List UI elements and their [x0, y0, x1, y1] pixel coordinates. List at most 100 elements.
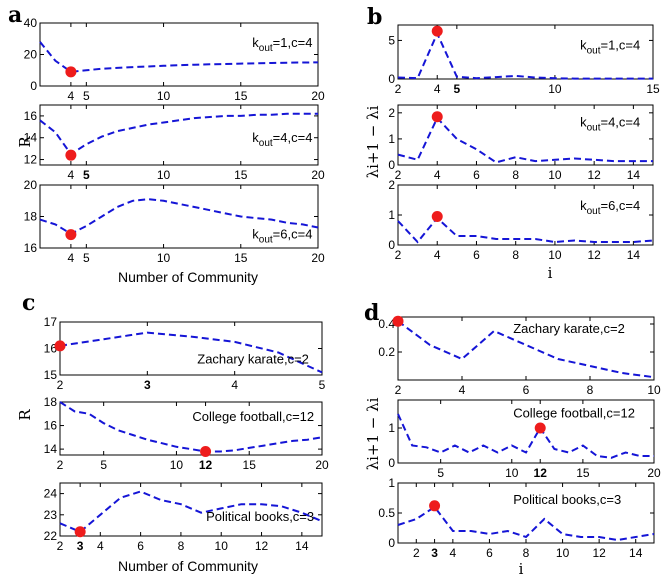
y-tick-label: 16: [44, 342, 58, 356]
x-tick-label: 5: [100, 458, 107, 472]
x-tick-label: 10: [215, 539, 229, 553]
x-tick-label: 6: [486, 546, 493, 560]
x-tick-label: 14: [629, 546, 643, 560]
y-tick-label: 1: [388, 208, 395, 222]
axes-frame: [59, 482, 323, 537]
x-tick-label: 2: [413, 546, 420, 560]
subplot-d1: 2 4 6 8 10 0.2 0.4 Zachary karate,c=2: [378, 315, 661, 397]
y-tick-label: 2: [388, 178, 395, 192]
y-tick-label: 0.2: [378, 345, 395, 359]
series-annotation: kout=4,c=4: [580, 115, 640, 134]
x-tick-label: 4: [434, 248, 441, 262]
y-tick-label: 23: [44, 508, 58, 522]
x-tick-label: 20: [315, 458, 329, 472]
x-tick-label: 15: [576, 466, 590, 480]
y-tick-label: 14: [44, 442, 58, 456]
x-tick-label: 20: [647, 466, 661, 480]
x-tick-label: 10: [556, 546, 570, 560]
y-tick-label: 18: [44, 395, 58, 409]
x-tick-label: 12: [592, 546, 606, 560]
series-annotation: kout=1,c=4: [252, 35, 312, 54]
x-tick-label: 10: [548, 82, 562, 96]
x-tick-label: 6: [473, 248, 480, 262]
x-tick-label: 4: [231, 378, 238, 392]
panel-d-y-title: λi+1 − λi: [364, 397, 382, 470]
subplot-d2: 5 10 12 15 20 0 1 College football,c=12: [388, 399, 661, 480]
series-annotation: College football,c=12: [513, 406, 635, 421]
panel-letter-c: c: [22, 290, 35, 316]
y-tick-label: 20: [24, 178, 38, 192]
highlight-marker: [54, 340, 66, 352]
x-tick-label: 15: [646, 82, 660, 96]
y-tick-label: 0: [388, 238, 395, 252]
x-tick-label: 10: [548, 248, 562, 262]
highlight-marker: [74, 526, 86, 538]
highlight-marker: [65, 229, 77, 241]
x-tick-label: 15: [234, 251, 248, 265]
subplot-c2: 2 5 10 12 15 20 14 16 18 College football,c=12: [44, 395, 329, 472]
y-tick-label: 0.5: [378, 506, 395, 520]
panel-c-y-title: R: [16, 409, 34, 421]
subplot-c1: 2 3 4 5 15 16 17 Zachary karate,c=2: [44, 315, 326, 392]
highlight-marker: [65, 66, 77, 78]
x-tick-label: 10: [548, 168, 562, 182]
x-tick-label: 5: [319, 378, 326, 392]
x-tick-label: 14: [627, 168, 641, 182]
highlight-marker: [431, 211, 443, 222]
x-tick-label: 5: [437, 466, 444, 480]
series-annotation: Political books,c=3: [513, 492, 621, 507]
series-line: [39, 112, 318, 156]
series-annotation: kout=6,c=4: [580, 198, 640, 217]
x-tick-label: 2: [395, 248, 402, 262]
series-annotation: kout=1,c=4: [580, 37, 640, 56]
x-tick-label: 10: [157, 89, 171, 103]
highlight-marker: [200, 445, 212, 457]
x-tick-label: 6: [137, 539, 144, 553]
axes-frame: [397, 104, 654, 166]
panel-b-y-title: λi+1 − λi: [364, 105, 382, 178]
series-line: [397, 116, 653, 164]
highlight-marker: [429, 500, 441, 512]
x-tick-label: 12: [255, 539, 269, 553]
y-tick-label: 0: [388, 456, 395, 470]
highlight-marker: [431, 25, 443, 37]
x-tick-label: 4: [434, 168, 441, 182]
panel-a-x-title: Number of Community: [118, 269, 258, 285]
x-tick-label: 4: [434, 82, 441, 96]
series-line: [59, 331, 323, 374]
panel-c-x-title: Number of Community: [118, 558, 258, 574]
series-annotation: College football,c=12: [192, 409, 314, 424]
y-tick-label: 5: [388, 33, 395, 47]
x-tick-label: 5: [454, 82, 461, 96]
y-tick-label: 16: [44, 419, 58, 433]
y-tick-label: 0.4: [378, 317, 395, 331]
x-tick-label: 20: [311, 251, 325, 265]
y-tick-label: 0: [30, 79, 37, 93]
x-tick-label: 6: [473, 168, 480, 182]
x-tick-label: 10: [505, 466, 519, 480]
x-tick-label: 8: [512, 248, 519, 262]
x-tick-label: 8: [512, 168, 519, 182]
y-tick-label: 12: [24, 153, 38, 167]
x-tick-label: 2: [395, 383, 402, 397]
x-tick-label: 15: [234, 89, 248, 103]
x-tick-label: 3: [144, 378, 151, 392]
panel-letter-d: d: [364, 300, 379, 326]
x-tick-label: 10: [647, 383, 661, 397]
y-tick-label: 15: [44, 368, 58, 382]
x-tick-label: 2: [57, 458, 64, 472]
panel-a-y-title: R: [16, 136, 34, 148]
axes-frame: [59, 321, 323, 376]
series-annotation: kout=4,c=4: [252, 130, 312, 149]
x-tick-label: 2: [57, 378, 64, 392]
x-tick-label: 12: [534, 466, 548, 480]
panel-d-x-title: i: [519, 560, 524, 576]
series-line: [397, 413, 654, 459]
x-tick-label: 5: [83, 251, 90, 265]
highlight-marker: [65, 149, 77, 161]
